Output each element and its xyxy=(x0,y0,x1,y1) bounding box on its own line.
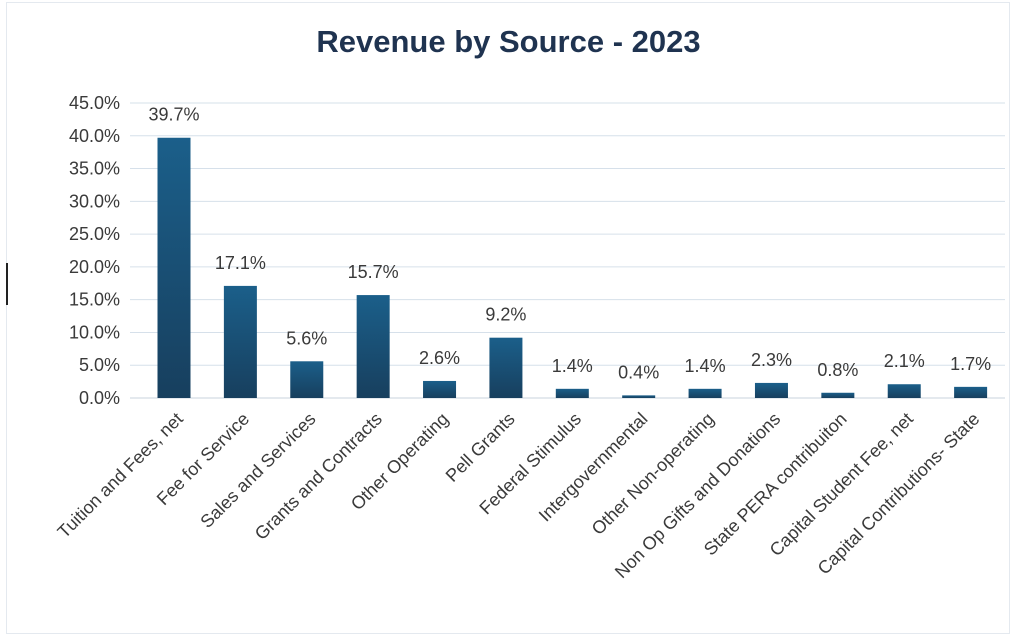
data-label: 2.1% xyxy=(884,351,925,371)
data-label: 39.7% xyxy=(148,105,199,125)
data-label: 1.4% xyxy=(552,356,593,376)
bar xyxy=(954,386,988,398)
data-label: 15.7% xyxy=(348,262,399,282)
data-label: 0.4% xyxy=(618,362,659,382)
bar xyxy=(622,395,656,398)
bar xyxy=(157,137,191,398)
data-label: 1.4% xyxy=(685,356,726,376)
y-tick-label: 10.0% xyxy=(69,322,120,342)
data-label: 0.8% xyxy=(817,360,858,380)
data-label: 2.3% xyxy=(751,350,792,370)
y-tick-label: 45.0% xyxy=(69,93,120,113)
data-label: 9.2% xyxy=(485,305,526,325)
x-category-label: Other Non-operating xyxy=(588,409,718,539)
text-cursor xyxy=(6,263,8,305)
y-tick-label: 35.0% xyxy=(69,159,120,179)
bar xyxy=(887,384,921,398)
bar xyxy=(223,285,257,398)
bar xyxy=(754,382,788,398)
data-label: 1.7% xyxy=(950,354,991,374)
y-tick-label: 15.0% xyxy=(69,290,120,310)
bar xyxy=(821,392,855,398)
gridlines xyxy=(130,102,1005,399)
y-tick-label: 5.0% xyxy=(79,355,120,375)
x-category-label: Grants and Contracts xyxy=(251,409,386,544)
y-tick-label: 30.0% xyxy=(69,191,120,211)
data-label: 5.6% xyxy=(286,328,327,348)
data-label: 2.6% xyxy=(419,348,460,368)
bar xyxy=(423,380,457,398)
y-tick-label: 25.0% xyxy=(69,224,120,244)
data-label: 17.1% xyxy=(215,253,266,273)
y-tick-label: 0.0% xyxy=(79,388,120,408)
bar xyxy=(290,361,324,398)
bar xyxy=(688,388,722,398)
chart-title: Revenue by Source - 2023 xyxy=(316,24,701,59)
y-axis-ticks: 0.0% 5.0% 10.0% 15.0% 20.0% 25.0% 30.0% 35.0% 40… xyxy=(69,93,120,408)
x-category-label: Sales and Services xyxy=(196,409,319,532)
x-category-label: Tuition and Fees, net xyxy=(54,409,187,542)
bar xyxy=(356,295,390,398)
data-labels: 39.7% 17.1% 5.6% 15.7% 2.6% 9.2% 1.4% 0.4% 1.4% 2… xyxy=(148,105,991,383)
bar xyxy=(489,337,523,398)
bars xyxy=(157,137,988,398)
y-tick-label: 20.0% xyxy=(69,257,120,277)
y-tick-label: 40.0% xyxy=(69,126,120,146)
bar xyxy=(555,388,589,398)
